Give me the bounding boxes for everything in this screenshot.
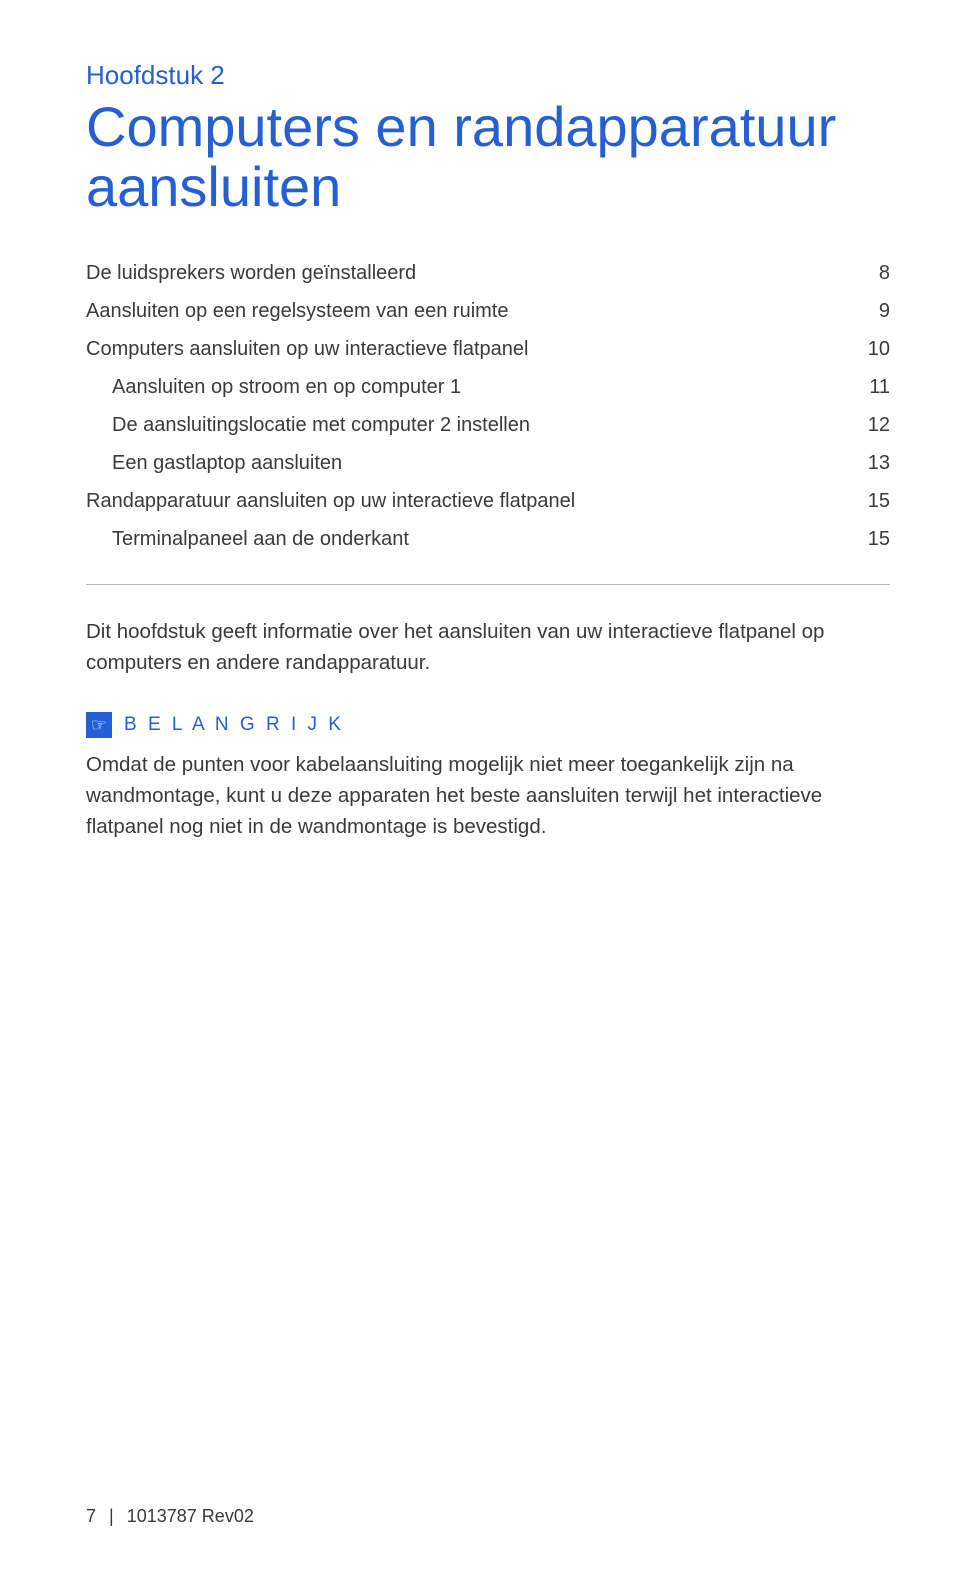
page-footer: 7 | 1013787 Rev02 xyxy=(86,1506,254,1527)
toc: De luidsprekers worden geïnstalleerd 8 A… xyxy=(86,254,890,558)
toc-label: De aansluitingslocatie met computer 2 in… xyxy=(112,406,530,444)
toc-page: 15 xyxy=(864,520,890,558)
footer-page-number: 7 xyxy=(86,1506,96,1526)
toc-page: 15 xyxy=(864,482,890,520)
callout-head: ☞ B E L A N G R I J K xyxy=(86,712,890,738)
chapter-title: Computers en randapparatuur aansluiten xyxy=(86,97,890,218)
callout-title: B E L A N G R I J K xyxy=(124,714,344,736)
toc-page: 10 xyxy=(864,330,890,368)
intro-paragraph: Dit hoofdstuk geeft informatie over het … xyxy=(86,617,890,679)
toc-label: Terminalpaneel aan de onderkant xyxy=(112,520,409,558)
toc-page: 12 xyxy=(864,406,890,444)
footer-separator: | xyxy=(109,1506,114,1526)
footer-doc-id: 1013787 Rev02 xyxy=(127,1506,254,1526)
toc-page: 8 xyxy=(864,254,890,292)
toc-row: Terminalpaneel aan de onderkant 15 xyxy=(86,520,890,558)
toc-row: Een gastlaptop aansluiten 13 xyxy=(86,444,890,482)
toc-row: De luidsprekers worden geïnstalleerd 8 xyxy=(86,254,890,292)
toc-label: De luidsprekers worden geïnstalleerd xyxy=(86,254,416,292)
toc-row: Randapparatuur aansluiten op uw interact… xyxy=(86,482,890,520)
toc-row: Computers aansluiten op uw interactieve … xyxy=(86,330,890,368)
callout-body: Omdat de punten voor kabelaansluiting mo… xyxy=(86,750,890,842)
toc-page: 9 xyxy=(864,292,890,330)
toc-label: Aansluiten op stroom en op computer 1 xyxy=(112,368,461,406)
pointing-hand-icon: ☞ xyxy=(86,712,112,738)
toc-label: Een gastlaptop aansluiten xyxy=(112,444,342,482)
toc-label: Aansluiten op een regelsysteem van een r… xyxy=(86,292,508,330)
chapter-label: Hoofdstuk 2 xyxy=(86,60,890,91)
toc-row: Aansluiten op een regelsysteem van een r… xyxy=(86,292,890,330)
toc-label: Computers aansluiten op uw interactieve … xyxy=(86,330,528,368)
toc-page: 11 xyxy=(864,368,890,406)
page: Hoofdstuk 2 Computers en randapparatuur … xyxy=(0,0,960,1581)
toc-row: De aansluitingslocatie met computer 2 in… xyxy=(86,406,890,444)
section-divider xyxy=(86,584,890,585)
toc-label: Randapparatuur aansluiten op uw interact… xyxy=(86,482,575,520)
toc-row: Aansluiten op stroom en op computer 1 11 xyxy=(86,368,890,406)
important-callout: ☞ B E L A N G R I J K Omdat de punten vo… xyxy=(86,712,890,842)
toc-page: 13 xyxy=(864,444,890,482)
